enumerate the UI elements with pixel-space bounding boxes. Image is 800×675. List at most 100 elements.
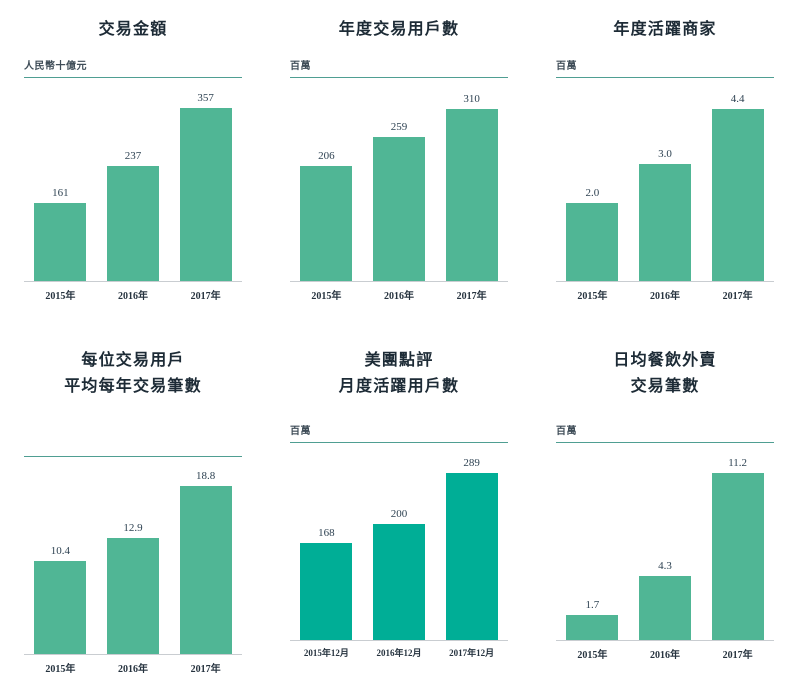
bar-item: 3.0 bbox=[638, 78, 691, 281]
bar bbox=[34, 203, 87, 281]
bar-value-label: 4.4 bbox=[730, 93, 745, 105]
axis-line bbox=[24, 281, 242, 282]
chart-title-line: 年度活躍商家 bbox=[613, 19, 717, 38]
category-label: 2015年 bbox=[45, 291, 76, 302]
category-label: 2017年 bbox=[456, 291, 487, 302]
category-label: 2017年 bbox=[722, 650, 753, 661]
chart-card-monthly-active-users: 美團點評 月度活躍用戶數 百萬 168 200 289 2015年12月 2016年1… bbox=[266, 335, 532, 672]
bar bbox=[106, 166, 159, 281]
bar-item: 161 bbox=[34, 78, 87, 281]
category-label: 2017年12月 bbox=[449, 648, 495, 658]
bar bbox=[566, 615, 619, 640]
bar bbox=[566, 203, 619, 281]
bar bbox=[300, 543, 353, 640]
category-label: 2016年12月 bbox=[376, 648, 422, 658]
bar-group: 161 237 357 bbox=[24, 78, 242, 281]
category-label: 2015年12月 bbox=[303, 648, 349, 658]
bar-value-label: 200 bbox=[390, 508, 408, 520]
bar bbox=[34, 561, 87, 654]
category-label: 2017年 bbox=[190, 664, 221, 675]
unit-label: 百萬 bbox=[290, 426, 311, 437]
axis-line bbox=[24, 654, 242, 655]
bar-value-label: 18.8 bbox=[196, 470, 216, 482]
unit-label: 百萬 bbox=[556, 61, 577, 72]
axis-line bbox=[290, 281, 508, 282]
bar-value-label: 168 bbox=[318, 527, 335, 539]
category-axis: 2015年 2016年 2017年 bbox=[290, 282, 508, 302]
bar-value-label: 357 bbox=[197, 92, 214, 104]
category-axis: 2015年12月 2016年12月 2017年12月 bbox=[290, 641, 508, 659]
bar-item: 12.9 bbox=[106, 457, 159, 654]
unit-rule bbox=[556, 77, 774, 78]
bar-value-label: 2.0 bbox=[585, 187, 600, 199]
category-axis: 2015年 2016年 2017年 bbox=[556, 282, 774, 302]
bar-item: 4.4 bbox=[711, 78, 764, 281]
bar-item: 206 bbox=[300, 78, 353, 281]
bar-item: 4.3 bbox=[638, 443, 691, 640]
bar-item: 1.7 bbox=[566, 443, 619, 640]
bar-group: 168 200 289 bbox=[290, 443, 508, 640]
bar-value-label: 206 bbox=[318, 150, 335, 162]
category-label: 2017年 bbox=[722, 291, 753, 302]
category-label: 2017年 bbox=[190, 291, 221, 302]
bar-item: 289 bbox=[445, 443, 498, 640]
bar bbox=[445, 109, 498, 281]
bar-item: 10.4 bbox=[34, 457, 87, 654]
bar-value-label: 12.9 bbox=[123, 522, 143, 534]
plot-area: 10.4 12.9 18.8 bbox=[24, 457, 242, 654]
bar bbox=[300, 166, 353, 281]
category-axis: 2015年 2016年 2017年 bbox=[556, 641, 774, 661]
bar-value-label: 10.4 bbox=[50, 545, 70, 557]
chart-title-line: 平均每年交易筆數 bbox=[64, 376, 202, 395]
bar-item: 259 bbox=[372, 78, 425, 281]
bar-item: 18.8 bbox=[179, 457, 232, 654]
chart-row-bottom: 每位交易用戶 平均每年交易筆數 10.4 12.9 18.8 2015年 2016年 2… bbox=[0, 335, 800, 675]
bar-value-label: 4.3 bbox=[658, 560, 672, 572]
category-label: 2015年 bbox=[577, 650, 608, 661]
chart-title-line: 月度活躍用戶數 bbox=[338, 376, 460, 395]
bar-value-label: 289 bbox=[463, 457, 480, 469]
chart-card-annual-transacting-users: 年度交易用戶數 百萬 206 259 310 2015年 2016年 2017年 bbox=[266, 0, 532, 335]
bar-item: 200 bbox=[372, 443, 425, 640]
bar-group: 206 259 310 bbox=[290, 78, 508, 281]
chart-row-top: 交易金額 人民幣十億元 161 237 357 2015年 2016年 2017年 年度… bbox=[0, 0, 800, 335]
bar bbox=[372, 524, 425, 640]
chart-title-line: 交易筆數 bbox=[630, 376, 700, 395]
bar-value-label: 161 bbox=[52, 187, 69, 199]
unit-label bbox=[24, 439, 242, 453]
category-label: 2016年 bbox=[649, 291, 680, 302]
plot-area: 2.0 3.0 4.4 bbox=[556, 78, 774, 281]
category-label: 2016年 bbox=[383, 291, 414, 302]
chart-title-line: 交易金額 bbox=[98, 19, 168, 38]
unit-rule bbox=[290, 442, 508, 443]
bar-value-label: 11.2 bbox=[728, 457, 748, 469]
unit-label: 人民幣十億元 bbox=[24, 61, 87, 72]
category-label: 2015年 bbox=[45, 664, 76, 675]
unit-label: 百萬 bbox=[556, 426, 577, 437]
chart-title-line: 年度交易用戶數 bbox=[338, 19, 460, 38]
chart-card-daily-food-delivery-transactions: 日均餐飲外賣 交易筆數 百萬 1.7 4.3 11.2 2015年 2016年 2017… bbox=[532, 335, 798, 672]
category-label: 2016年 bbox=[117, 291, 148, 302]
bar bbox=[711, 473, 764, 640]
chart-title-line: 美團點評 bbox=[364, 350, 434, 369]
chart-title: 每位交易用戶 平均每年交易筆數 bbox=[24, 335, 242, 399]
axis-line bbox=[556, 281, 774, 282]
chart-title: 日均餐飲外賣 交易筆數 bbox=[556, 335, 774, 399]
chart-title: 交易金額 bbox=[24, 0, 242, 42]
chart-title: 年度交易用戶數 bbox=[290, 0, 508, 42]
bar-value-label: 1.7 bbox=[585, 599, 600, 611]
plot-area: 206 259 310 bbox=[290, 78, 508, 281]
axis-line bbox=[556, 640, 774, 641]
chart-title: 美團點評 月度活躍用戶數 bbox=[290, 335, 508, 399]
unit-rule bbox=[24, 77, 242, 78]
bar-item: 237 bbox=[106, 78, 159, 281]
plot-area: 161 237 357 bbox=[24, 78, 242, 281]
chart-card-annual-active-merchants: 年度活躍商家 百萬 2.0 3.0 4.4 2015年 2016年 2017年 bbox=[532, 0, 798, 335]
axis-line bbox=[290, 640, 508, 641]
category-label: 2015年 bbox=[311, 291, 342, 302]
bar bbox=[179, 108, 232, 281]
plot-area: 1.7 4.3 11.2 bbox=[556, 443, 774, 640]
bar-item: 11.2 bbox=[711, 443, 764, 640]
bar-value-label: 310 bbox=[463, 93, 480, 105]
